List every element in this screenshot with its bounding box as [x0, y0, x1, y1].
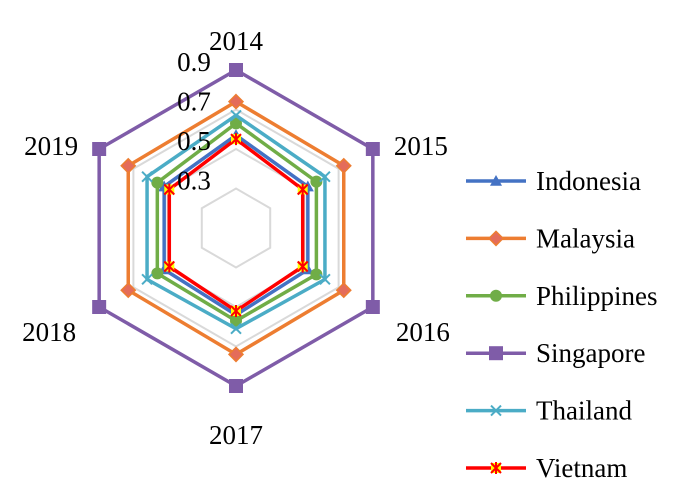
point-malaysia-2015	[335, 157, 352, 174]
tick-label-2: 0.7	[177, 87, 211, 117]
legend-marker-indonesia	[490, 175, 502, 186]
point-vietnam-2018	[163, 260, 176, 273]
point-thailand-2017	[230, 323, 242, 335]
legend-label-singapore: Singapore	[536, 338, 645, 368]
point-philippines-2018	[151, 267, 164, 280]
point-thailand-2014	[230, 109, 242, 122]
legend-item-vietnam: Vietnam	[466, 453, 627, 483]
point-thailand-2019	[141, 170, 153, 183]
point-singapore-2017	[229, 379, 243, 393]
tick-label-3: 0.9	[177, 47, 211, 77]
legend-label-thailand: Thailand	[536, 396, 632, 426]
point-philippines-2017	[230, 314, 242, 327]
series-malaysia	[120, 93, 352, 363]
legend-label-indonesia: Indonesia	[536, 166, 641, 196]
legend-marker-singapore	[489, 346, 503, 361]
series-philippines	[151, 117, 323, 327]
category-labels: 2014 2015 2016 2017 2018 2019	[22, 26, 450, 450]
radial-tick-labels: 0.3 0.5 0.7 0.9	[177, 47, 211, 196]
tick-label-0: 0.3	[177, 166, 211, 196]
point-malaysia-2019	[120, 157, 137, 174]
category-label-2014: 2014	[209, 26, 264, 56]
series-line-thailand	[145, 113, 327, 331]
point-vietnam-2014	[230, 133, 242, 146]
point-philippines-2019	[151, 176, 164, 189]
series-vietnam	[163, 133, 309, 317]
tick-label-1: 0.5	[177, 126, 211, 156]
point-vietnam-2017	[230, 304, 242, 317]
legend-item-thailand: Thailand	[466, 396, 632, 426]
legend-marker-philippines	[490, 289, 502, 302]
legend: Indonesia Malaysia Philippines Singapore Tha…	[466, 166, 658, 483]
legend-marker-thailand	[490, 404, 502, 417]
series-singapore	[92, 63, 380, 393]
point-singapore-2014	[229, 63, 243, 77]
grid-ring-0	[200, 187, 272, 269]
point-philippines-2015	[310, 175, 323, 188]
series-lines	[92, 63, 380, 393]
category-label-2019: 2019	[24, 131, 78, 161]
series-thailand	[141, 109, 331, 335]
legend-marker-vietnam	[490, 462, 502, 474]
legend-marker-malaysia	[487, 230, 505, 247]
legend-item-philippines: Philippines	[466, 281, 658, 311]
point-vietnam-2019	[163, 183, 176, 196]
point-philippines-2014	[230, 117, 242, 130]
point-malaysia-2017	[227, 346, 245, 363]
legend-label-malaysia: Malaysia	[536, 223, 635, 253]
point-singapore-2015	[365, 142, 380, 156]
point-thailand-2015	[319, 170, 331, 183]
legend-item-indonesia: Indonesia	[466, 166, 641, 196]
point-vietnam-2016	[296, 260, 309, 273]
legend-item-singapore: Singapore	[466, 338, 645, 368]
category-label-2016: 2016	[396, 317, 450, 347]
legend-item-malaysia: Malaysia	[466, 223, 635, 253]
category-label-2017: 2017	[209, 420, 263, 450]
point-philippines-2016	[310, 268, 323, 281]
point-singapore-2019	[92, 142, 107, 156]
point-malaysia-2016	[335, 282, 352, 299]
category-label-2015: 2015	[394, 131, 448, 161]
point-singapore-2016	[365, 300, 380, 314]
category-label-2018: 2018	[22, 317, 76, 347]
point-thailand-2018	[141, 273, 153, 286]
point-malaysia-2018	[120, 282, 137, 299]
legend-label-vietnam: Vietnam	[536, 453, 627, 483]
legend-label-philippines: Philippines	[536, 281, 658, 311]
point-thailand-2016	[319, 273, 331, 286]
point-malaysia-2014	[227, 93, 245, 110]
point-indonesia-2016	[301, 263, 314, 275]
point-vietnam-2015	[296, 183, 309, 196]
point-singapore-2018	[92, 300, 107, 314]
